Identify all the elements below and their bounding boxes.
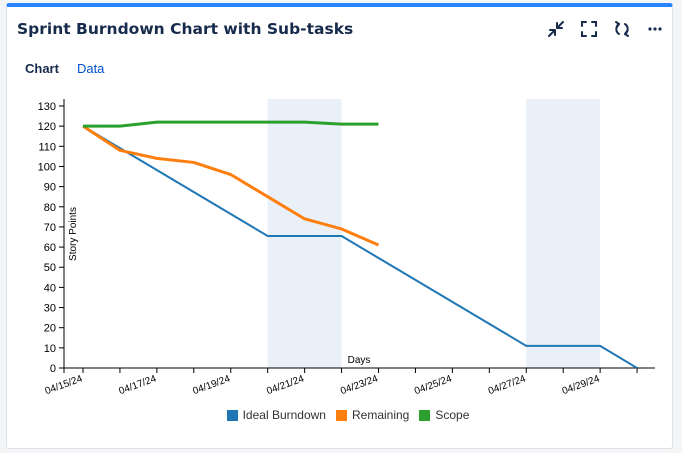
y-tick-label: 70 <box>44 222 56 234</box>
legend-item[interactable]: Ideal Burndown <box>226 408 326 422</box>
legend-item[interactable]: Remaining <box>335 408 410 422</box>
scope-line <box>83 120 379 128</box>
legend-item[interactable]: Scope <box>419 408 469 422</box>
x-tick-label: 04/25/24 <box>413 373 454 397</box>
legend-label: Scope <box>435 408 470 422</box>
x-tick-label: 04/29/24 <box>561 373 602 397</box>
y-tick-label: 30 <box>44 303 56 315</box>
y-axis-label: Story Points <box>68 207 79 261</box>
x-tick-label: 04/17/24 <box>118 373 159 397</box>
legend-label: Ideal Burndown <box>242 408 326 422</box>
legend-swatch <box>335 409 347 421</box>
gadget-title: Sprint Burndown Chart with Sub-tasks <box>17 20 354 38</box>
legend-label: Remaining <box>351 408 410 422</box>
x-tick-label: 04/21/24 <box>265 373 306 397</box>
chart-legend: Ideal Burndown Remaining Scope <box>0 408 682 422</box>
x-tick-label: 04/19/24 <box>191 373 232 397</box>
collapse-icon[interactable] <box>546 19 565 38</box>
weekend-band <box>526 99 601 368</box>
y-tick-label: 110 <box>38 141 56 153</box>
more-icon[interactable] <box>645 19 664 38</box>
gadget-toolbar <box>546 19 664 38</box>
y-tick-label: 120 <box>38 121 56 133</box>
y-tick-label: 10 <box>44 343 56 355</box>
ideal-burndown-line <box>82 125 638 369</box>
legend-swatch <box>226 409 238 421</box>
x-tick-label: 04/27/24 <box>487 373 528 397</box>
y-tick-label: 60 <box>44 242 56 254</box>
tab-chart[interactable]: Chart <box>25 61 59 76</box>
x-tick-label: 04/15/24 <box>44 373 85 397</box>
tab-data[interactable]: Data <box>76 61 105 76</box>
y-tick-label: 90 <box>44 182 56 194</box>
remaining-line <box>82 124 380 247</box>
y-tick-label: 40 <box>44 282 56 294</box>
y-tick-label: 100 <box>38 161 56 173</box>
x-axis-label: Days <box>348 355 371 366</box>
weekend-band <box>267 99 342 368</box>
refresh-icon[interactable] <box>612 19 631 38</box>
y-tick-label: 50 <box>44 262 56 274</box>
y-tick-label: 20 <box>44 323 56 335</box>
y-tick-label: 0 <box>50 363 56 375</box>
y-tick-label: 80 <box>44 202 56 214</box>
view-tabs: Chart Data <box>25 61 104 76</box>
legend-swatch <box>419 409 431 421</box>
y-tick-label: 130 <box>38 101 56 113</box>
x-tick-label: 04/23/24 <box>339 373 380 397</box>
fullscreen-icon[interactable] <box>579 19 598 38</box>
